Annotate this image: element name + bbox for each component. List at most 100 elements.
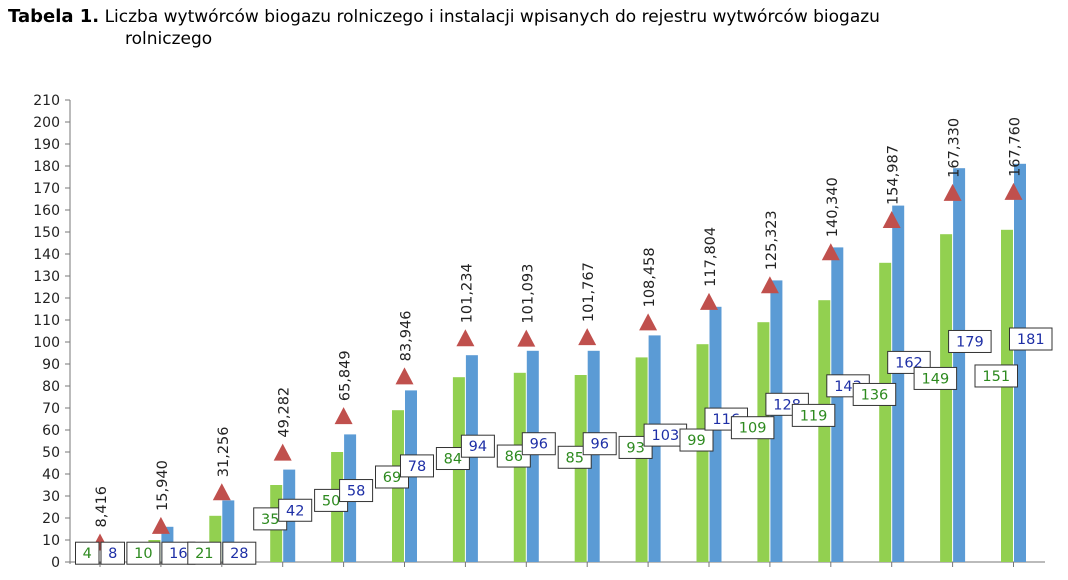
bar-green	[818, 300, 831, 562]
green-value-label: 86	[505, 449, 523, 465]
blue-value-label: 179	[956, 334, 984, 350]
green-value-label: 84	[444, 452, 462, 468]
triangle-marker	[1004, 182, 1023, 200]
green-value-box	[75, 541, 100, 565]
triangle-marker	[212, 483, 231, 501]
marker-value-label: 154,987	[886, 145, 902, 205]
blue-value-label: 103	[652, 428, 680, 444]
y-tick-label: 60	[42, 423, 60, 439]
y-tick-label: 70	[42, 401, 60, 417]
y-tick-label: 170	[33, 181, 60, 197]
bar-blue	[587, 350, 600, 562]
bar-blue	[526, 350, 539, 562]
marker-value-label: 108,458	[642, 247, 658, 307]
heading-tag: Tabela 1.	[8, 6, 100, 27]
blue-value-label: 28	[230, 546, 248, 562]
bar-blue	[465, 355, 478, 562]
blue-value-box	[948, 329, 992, 353]
bar-blue	[831, 247, 844, 562]
triangle-marker	[639, 313, 658, 331]
marker-value-label: 49,282	[277, 387, 293, 438]
heading-text-line2: rolniczego	[125, 29, 213, 49]
bar-green	[757, 322, 770, 562]
bar-green	[879, 262, 892, 562]
blue-value-label: 58	[347, 484, 365, 500]
bar-green	[696, 344, 709, 562]
y-tick-label: 10	[42, 533, 60, 549]
green-value-label: 151	[982, 369, 1010, 385]
y-tick-label: 80	[42, 379, 60, 395]
green-value-box	[187, 541, 222, 565]
y-tick-label: 110	[33, 313, 60, 329]
green-value-label: 4	[83, 546, 92, 562]
green-value-box	[791, 403, 836, 427]
y-tick-label: 150	[33, 225, 60, 241]
marker-value-label: 117,804	[703, 227, 719, 287]
triangle-marker	[760, 276, 779, 294]
bar-blue	[770, 280, 783, 562]
y-tick-label: 200	[33, 115, 60, 131]
green-value-label: 93	[626, 440, 644, 456]
marker-value-label: 101,234	[459, 263, 475, 323]
marker-value-label: 125,323	[764, 210, 780, 270]
bar-blue	[953, 168, 966, 562]
bar-blue	[709, 306, 722, 562]
green-value-label: 50	[322, 493, 340, 509]
bar-blue	[892, 205, 905, 562]
green-value-label: 119	[800, 408, 828, 424]
blue-value-label: 8	[108, 546, 117, 562]
green-value-box	[852, 382, 897, 406]
marker-value-label: 83,946	[399, 311, 415, 362]
green-value-label: 21	[195, 546, 213, 562]
triangle-marker	[700, 292, 718, 310]
blue-value-box	[1009, 327, 1053, 351]
blue-value-label: 78	[408, 459, 426, 475]
y-tick-label: 40	[42, 467, 60, 483]
marker-value-label: 101,767	[581, 262, 597, 322]
triangle-marker	[395, 367, 414, 385]
y-tick-label: 140	[33, 247, 60, 263]
green-value-label: 85	[565, 450, 583, 466]
triangle-marker	[943, 183, 962, 201]
y-tick-label: 130	[33, 269, 60, 285]
blue-value-box	[100, 541, 125, 565]
marker-value-label: 31,256	[216, 426, 232, 477]
blue-value-box	[521, 432, 556, 456]
green-value-box	[913, 366, 958, 390]
blue-value-box	[278, 498, 313, 522]
green-value-box	[679, 428, 714, 452]
y-tick-label: 180	[33, 159, 60, 175]
marker-value-label: 140,340	[825, 177, 841, 237]
blue-value-label: 181	[1017, 332, 1045, 348]
triangle-marker	[517, 329, 536, 347]
green-value-label: 69	[383, 470, 401, 486]
bar-green	[635, 357, 648, 562]
bar-blue	[1014, 163, 1026, 563]
y-tick-label: 30	[42, 489, 60, 505]
bar-green	[1001, 229, 1013, 563]
marker-value-label: 65,849	[338, 350, 354, 401]
marker-value-label: 167,760	[1008, 117, 1024, 177]
green-value-box	[126, 541, 161, 565]
triangle-marker	[821, 243, 840, 261]
y-tick-label: 100	[33, 335, 60, 351]
marker-value-label: 167,330	[947, 118, 963, 178]
green-value-box	[730, 416, 775, 440]
blue-value-label: 96	[590, 437, 608, 453]
blue-value-label: 96	[530, 437, 548, 453]
green-value-label: 109	[739, 421, 767, 437]
blue-value-box	[460, 434, 495, 458]
green-value-label: 136	[861, 387, 889, 403]
green-value-label: 35	[261, 512, 279, 528]
blue-value-box	[582, 432, 617, 456]
marker-value-label: 15,940	[155, 460, 171, 511]
green-value-box	[974, 364, 1018, 388]
triangle-marker	[273, 443, 292, 461]
blue-value-label: 16	[169, 546, 187, 562]
bar-green	[940, 234, 953, 562]
y-tick-label: 90	[42, 357, 60, 373]
triangle-marker	[334, 407, 353, 425]
heading-text-line1: Liczba wytwórców biogazu rolniczego i in…	[104, 7, 880, 27]
triangle-marker	[456, 329, 475, 347]
